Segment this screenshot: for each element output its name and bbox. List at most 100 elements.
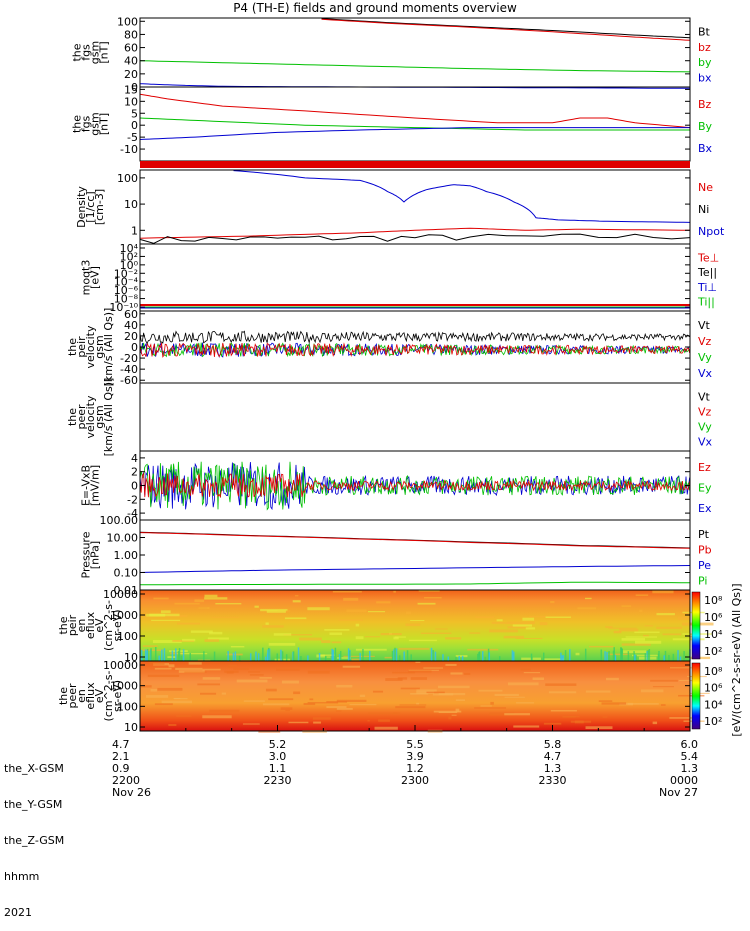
y-label-line: sr-eV) bbox=[111, 680, 124, 712]
spectrogram-streak bbox=[228, 664, 238, 668]
spectrogram-noise bbox=[584, 648, 587, 661]
spectrogram-streak bbox=[332, 590, 362, 593]
y-tick-label: 10 bbox=[124, 651, 138, 664]
y-tick-label: -2 bbox=[127, 493, 138, 506]
y-tick-label: 60 bbox=[124, 308, 138, 321]
spectrogram-noise bbox=[634, 654, 636, 661]
spectrogram-streak bbox=[512, 624, 533, 627]
y-tick-label: 1 bbox=[131, 224, 138, 237]
y-label-line: [mV/m] bbox=[89, 465, 102, 506]
spectrogram-streak bbox=[621, 605, 632, 607]
spectrogram-streak bbox=[550, 600, 555, 604]
spectrogram-streak bbox=[204, 597, 228, 600]
y-tick-label: 20 bbox=[124, 330, 138, 343]
spectrogram-streak bbox=[262, 703, 290, 706]
spectrogram-streak bbox=[507, 626, 529, 629]
spectrogram-streak bbox=[209, 631, 223, 635]
spectrogram-streak bbox=[543, 658, 565, 661]
y-label-line: gsm bbox=[93, 335, 106, 358]
spectrogram-streak bbox=[424, 596, 442, 599]
spectrogram-streak bbox=[168, 723, 177, 726]
y-label-line: Pressure bbox=[80, 531, 93, 578]
spectrogram-noise bbox=[161, 649, 163, 661]
spectrogram-noise bbox=[163, 648, 166, 661]
spectrogram-streak bbox=[204, 594, 218, 598]
spectrogram-streak bbox=[423, 667, 444, 669]
spectrogram-noise bbox=[347, 648, 350, 661]
spectrogram-streak bbox=[200, 692, 217, 695]
spectrogram-streak bbox=[207, 607, 210, 609]
spectrogram-streak bbox=[283, 634, 313, 636]
spectrogram-noise bbox=[635, 654, 637, 661]
legend-ti: Ti|| bbox=[697, 296, 715, 309]
spectrogram-streak bbox=[613, 630, 622, 634]
spectrogram-noise bbox=[658, 650, 660, 661]
spectrogram-noise bbox=[560, 652, 562, 661]
spectrogram-streak bbox=[513, 725, 540, 728]
legend-pe: Pe bbox=[698, 559, 711, 572]
y-tick-label: 10⁻⁶ bbox=[114, 284, 139, 297]
spectrogram-streak bbox=[194, 599, 205, 603]
y-tick-label: 100 bbox=[117, 172, 138, 185]
spectrogram-streak bbox=[178, 670, 205, 673]
spectrogram-noise bbox=[362, 648, 364, 661]
spectrogram-streak bbox=[639, 609, 643, 613]
legend-ex: Ex bbox=[698, 502, 712, 515]
spectrogram-streak bbox=[506, 621, 535, 625]
spectrogram-streak bbox=[678, 694, 705, 697]
spectrogram-streak bbox=[621, 643, 651, 646]
y-label-line: the bbox=[66, 338, 79, 356]
spectrogram-streak bbox=[243, 700, 265, 702]
spectrogram-noise bbox=[144, 649, 147, 661]
spectrogram-streak bbox=[324, 628, 350, 631]
spectrogram-noise bbox=[331, 648, 333, 661]
spectrogram-noise bbox=[530, 653, 533, 661]
panel-7: 100.00 10.00 1.00 0.10 0.01 Pressure[nPa] Pt Pb… bbox=[80, 514, 712, 597]
spectrogram-streak bbox=[410, 692, 429, 695]
spectrogram-streak bbox=[174, 602, 200, 605]
spectrogram-streak bbox=[174, 697, 188, 700]
y-tick-label: -4 bbox=[127, 507, 138, 520]
spectrogram-streak bbox=[326, 701, 348, 703]
x-value-the-x-gsm-1: 5.2 bbox=[269, 738, 287, 751]
series-vt bbox=[139, 330, 690, 345]
spectrogram-noise bbox=[348, 650, 351, 661]
x-value-the-z-gsm-2: 1.2 bbox=[406, 762, 424, 775]
spectrogram-streak bbox=[331, 641, 342, 644]
spectrogram-streak bbox=[281, 680, 299, 684]
spectrogram-streak bbox=[607, 653, 630, 656]
spectrogram-noise bbox=[677, 650, 679, 661]
spectrogram-noise bbox=[606, 651, 608, 661]
row-label-x-gsm: the_X-GSM bbox=[4, 762, 64, 775]
spectrogram-streak bbox=[335, 710, 342, 712]
spectrogram-noise bbox=[683, 651, 685, 661]
x-value-the-x-gsm-2: 5.5 bbox=[406, 738, 424, 751]
spectrogram-streak bbox=[202, 677, 221, 680]
series-bx bbox=[139, 127, 690, 140]
y-label-line: [km/s (All Qs)] bbox=[102, 308, 115, 387]
y-tick-label: 10⁻¹⁰ bbox=[109, 301, 138, 314]
spectrogram-streak bbox=[662, 633, 682, 636]
legend-ti: Ti⊥ bbox=[697, 281, 717, 294]
spectrogram-streak bbox=[211, 616, 239, 618]
series-bz bbox=[321, 18, 691, 41]
legend-pb: Pb bbox=[698, 543, 712, 556]
spectrogram-streak bbox=[367, 720, 370, 722]
spectrogram-streak bbox=[202, 668, 221, 671]
spectrogram-streak bbox=[343, 597, 359, 601]
y-label-line: en bbox=[75, 689, 88, 703]
spectrogram-noise bbox=[318, 652, 321, 661]
spectrogram-streak bbox=[221, 692, 227, 695]
spectrogram-streak bbox=[480, 705, 492, 707]
spectrogram-streak bbox=[455, 699, 466, 702]
spectrogram-streak bbox=[627, 703, 659, 705]
spectrogram-streak bbox=[182, 638, 196, 642]
y-label-line: Density bbox=[75, 186, 88, 228]
series-by bbox=[139, 60, 691, 73]
spectrogram-streak bbox=[326, 656, 331, 658]
spectrogram-noise bbox=[203, 651, 205, 661]
legend-vx: Vx bbox=[698, 436, 713, 449]
